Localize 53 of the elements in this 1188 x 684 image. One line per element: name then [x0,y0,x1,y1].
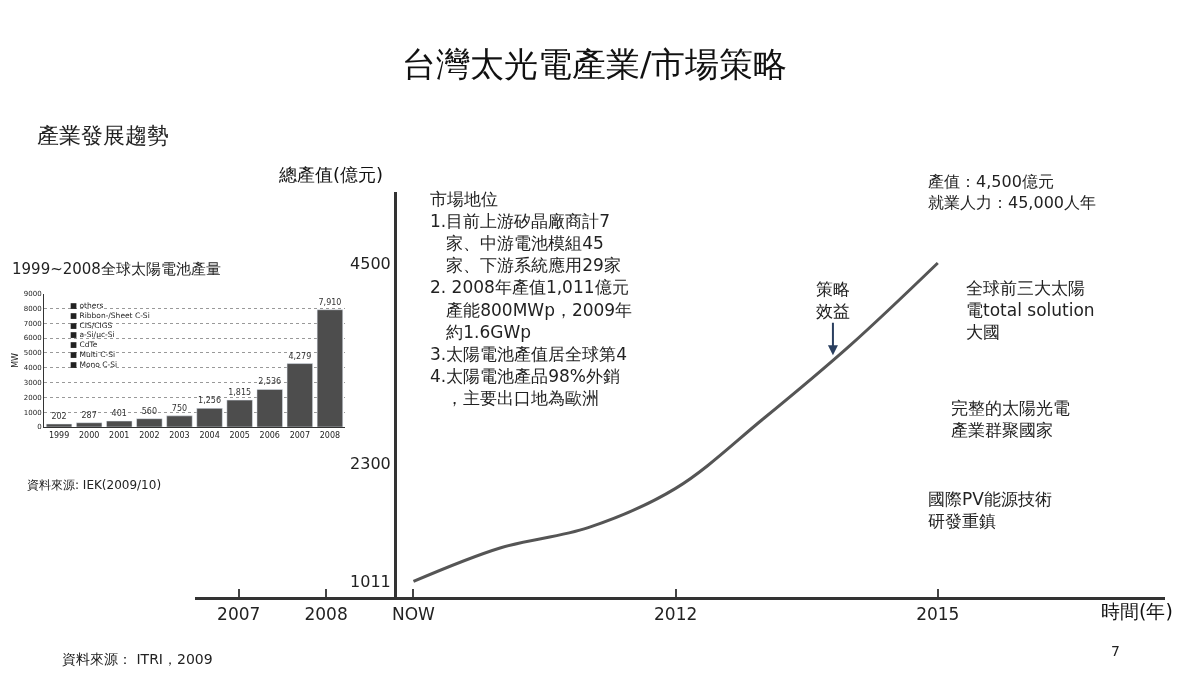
x-tick-label: 2001 [109,430,130,440]
annotation: 產值：4,500億元就業人力：45,000人年 [928,172,1096,212]
bar [256,389,283,427]
bar [286,363,313,427]
annotation: 全球前三大太陽電total solution大國 [966,278,1095,343]
data-label: 401 [111,409,127,419]
y-axis-title: 總產值(億元) [278,164,384,185]
bar [46,423,73,427]
x-tick-label: 2006 [259,430,280,440]
data-label: 4,279 [288,351,312,361]
data-label: 2,536 [258,377,282,387]
x-tick-label: 2007 [289,430,311,440]
bar [106,420,133,427]
x-tick-label: 2008 [304,604,348,625]
x-tick-label: 2005 [229,430,250,440]
x-tick-label: 2007 [217,604,261,625]
y-axis-title: MW [11,352,21,368]
bar [76,422,103,427]
text: 市場地位 1.目前上游矽晶廠商計7家、中游電池模組45家、下游系統應用29家 2. 2008年產值1,011億元產能800MWp，2009年約1.6GWp 3.太陽電池產值居全球第4 4.太陽電池產品98%外銷，主要出口地為歐洲 [430,189,633,408]
bar [316,309,343,427]
source-note: 資料來源： ITRI，2009 [62,651,213,667]
text: 7 [1111,643,1120,659]
x-tick-label: NOW [392,604,436,625]
y-tick-label: 1011 [350,571,391,591]
x-tick-label: 2003 [169,430,190,440]
data-label: 1,256 [198,396,221,406]
data-label: 750 [171,403,188,413]
x-tick-label: 2002 [139,430,160,440]
x-tick-label: 2004 [199,430,220,440]
x-tick-label: 2012 [654,604,698,625]
x-tick-label: 2015 [916,604,960,625]
bar [226,399,253,427]
x-tick-label: 1999 [48,430,70,440]
x-tick-label: 2008 [319,430,341,440]
y-tick-label: 4500 [350,253,391,273]
bar [166,415,193,427]
source-note: 資料來源: IEK(2009/10) [27,478,162,492]
bar [136,418,163,427]
chart-title: 1999~2008全球太陽電池產量 [12,260,221,278]
data-label: 202 [51,412,67,421]
y-tick-label: 2300 [350,454,391,474]
data-label: 287 [81,410,97,420]
x-tick-label: 2000 [78,430,100,440]
chart-title: 台灣太光電產業/市場策略 [402,44,788,84]
annotation: 國際PV能源技術研發重鎮 [928,489,1052,532]
annotation: 完整的太陽光電產業群聚國家 [951,398,1070,441]
chart-subtitle: 產業發展趨勢 [37,123,169,148]
data-label: 7,910 [318,297,342,307]
annotation: 策略效益 [816,279,850,322]
bar [196,408,223,427]
data-label: 1,815 [228,388,252,398]
x-axis-title: 時間(年) [1101,600,1173,622]
data-label: 560 [141,406,157,416]
